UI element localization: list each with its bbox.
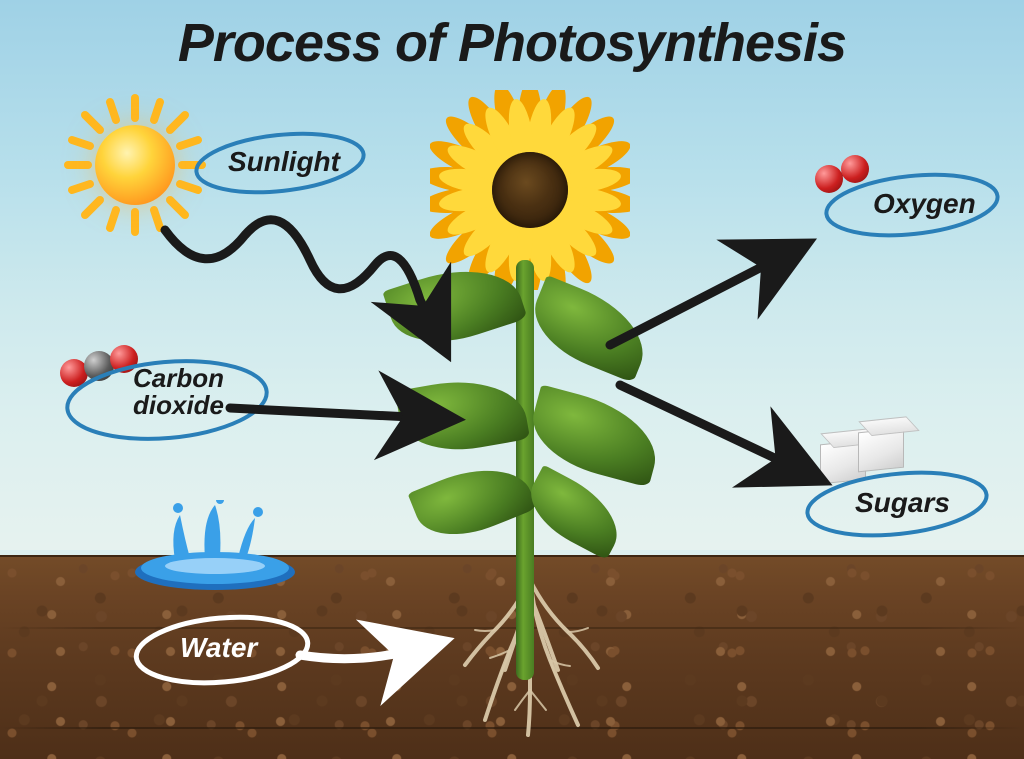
oxygen-label: Oxygen xyxy=(873,188,976,220)
sunflower-stem xyxy=(516,260,534,680)
co2-label: Carbon dioxide xyxy=(133,365,224,420)
water-splash-icon xyxy=(120,500,310,590)
water-label: Water xyxy=(180,632,257,664)
sugars-label: Sugars xyxy=(855,487,950,519)
sunlight-label: Sunlight xyxy=(228,146,340,178)
diagram-canvas: Process of Photosynthesis xyxy=(0,0,1024,759)
diagram-title: Process of Photosynthesis xyxy=(0,12,1024,74)
sun-icon xyxy=(60,90,210,240)
sunflower-head xyxy=(430,90,630,290)
